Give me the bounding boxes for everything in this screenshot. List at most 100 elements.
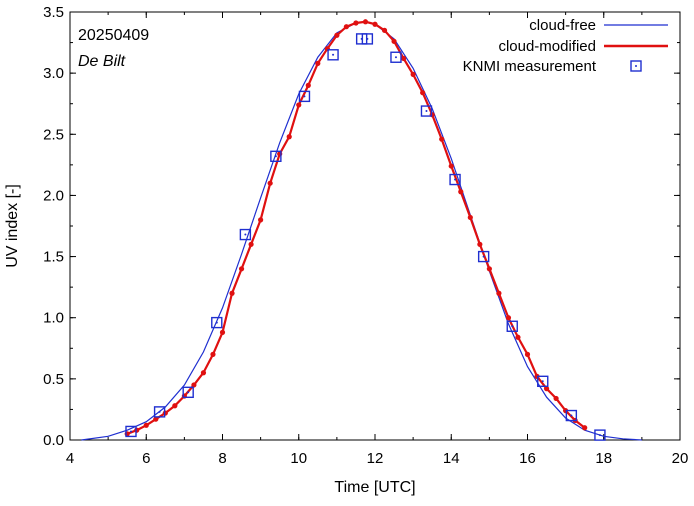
y-tick-label: 1.0 [43,310,64,327]
point-knmi-measurement [327,49,339,61]
point-knmi-measurement [506,320,518,332]
point-knmi-measurement-dot [511,325,514,328]
y-tick-label: 3.0 [43,65,64,82]
point-cloud-modified [362,19,369,25]
point-cloud-modified [305,82,311,88]
series-line-cloud-modified [126,20,586,435]
x-axis-label: Time [UTC] [334,479,415,496]
point-cloud-modified [553,395,559,402]
point-cloud-modified [543,386,550,392]
legend-label-cloud-modified: cloud-modified [498,38,596,55]
x-tick-label: 4 [66,450,74,467]
point-knmi-measurement-dot [303,95,306,98]
point-knmi-measurement-dot [570,414,573,417]
plot-frame [69,11,681,441]
point-knmi-measurement-dot [187,391,190,394]
point-knmi-measurement-dot [158,410,161,413]
point-cloud-modified [477,241,483,247]
point-cloud-modified [420,90,426,96]
y-tick-label: 1.5 [43,249,64,266]
point-cloud-modified [372,21,378,27]
point-knmi-measurement [477,250,490,263]
point-cloud-modified [486,266,492,272]
point-cloud-modified [505,315,512,321]
point-cloud-modified [582,425,588,431]
y-tick-label: 3.5 [43,4,64,21]
point-knmi-measurement [537,375,549,388]
point-cloud-modified [200,370,207,376]
point-cloud-modified [400,55,407,62]
point-knmi-measurement-dot [425,110,428,113]
point-knmi-measurement-dot [215,321,218,324]
point-cloud-modified [258,217,264,223]
y-tick-label: 0.5 [43,371,64,388]
point-cloud-modified [467,214,473,221]
point-knmi-measurement [565,409,578,422]
point-knmi-measurement-dot [130,430,132,433]
point-knmi-measurement-dot [332,53,335,56]
x-tick-label: 18 [595,450,612,467]
point-knmi-measurement [182,386,194,399]
point-knmi-measurement-dot [454,178,457,181]
point-knmi-measurement-dot [541,380,544,383]
point-knmi-measurement [298,90,311,103]
point-knmi-measurement-dot [482,255,485,258]
point-cloud-modified [191,382,197,388]
series-layer [81,19,642,441]
y-axis-label: UV index [-] [4,184,21,268]
point-knmi-measurement [211,316,223,329]
point-cloud-modified [172,403,178,409]
point-knmi-measurement-dot [366,37,369,40]
point-cloud-modified [515,334,521,340]
point-cloud-modified [315,60,321,66]
point-knmi-measurement [153,406,166,418]
y-axis-ticks: 0.0 0.5 1.0 1.5 2.0 2.5 3.0 3.5 [43,4,680,449]
point-cloud-modified [238,266,245,272]
point-knmi-measurement [420,105,433,117]
point-cloud-modified [286,134,292,140]
x-tick-label: 6 [142,450,150,467]
point-cloud-modified [143,422,149,428]
legend-label-cloud-free: cloud-free [529,17,596,34]
x-tick-label: 14 [443,450,460,467]
location-label: De Bilt [78,53,126,70]
point-knmi-measurement [270,150,282,162]
legend-label-knmi-measurement: KNMI measurement [463,58,597,75]
point-cloud-modified [324,46,330,52]
point-cloud-modified [267,180,273,186]
point-cloud-modified [134,427,140,433]
point-cloud-modified [458,189,464,195]
point-cloud-modified [391,38,397,44]
legend: cloud-free cloud-modified KNMI measureme… [463,17,668,75]
point-knmi-measurement [449,173,461,186]
legend-marker-knmi [630,60,642,72]
point-knmi-measurement [239,228,252,241]
legend-marker-knmi-dot [635,65,637,67]
point-cloud-modified [219,329,226,335]
x-tick-label: 8 [218,450,226,467]
x-axis-ticks: 4 6 8 10 12 14 16 18 20 [66,12,689,467]
point-cloud-modified [410,71,416,77]
point-cloud-modified [210,351,216,357]
point-knmi-measurement-dot [244,233,247,236]
date-label: 20250409 [78,27,149,44]
x-tick-label: 10 [290,450,307,467]
series-line-cloud-free [81,21,642,441]
point-knmi-measurement-dot [598,434,601,437]
point-knmi-measurement [390,51,402,63]
point-cloud-modified [296,102,302,108]
point-cloud-modified [524,351,531,357]
x-tick-label: 20 [672,450,689,467]
y-tick-label: 2.0 [43,187,64,204]
point-knmi-measurement [125,425,137,438]
point-cloud-modified [439,136,445,142]
point-cloud-modified [353,20,359,26]
point-cloud-modified [229,290,235,296]
point-knmi-measurement [361,33,374,45]
point-knmi-measurement [594,429,606,441]
point-cloud-modified [496,290,502,296]
point-cloud-modified [334,32,340,38]
point-cloud-modified [381,27,388,33]
